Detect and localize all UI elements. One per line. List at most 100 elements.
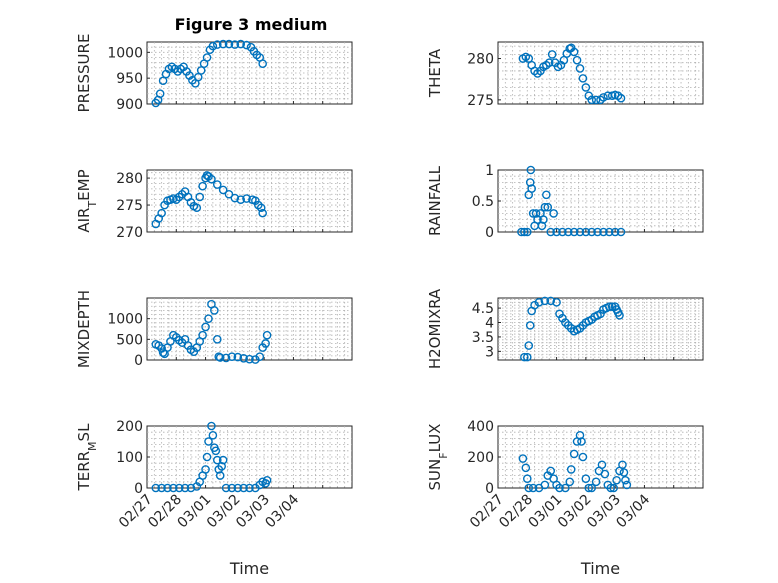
subplot-h2omixra: 33.544.5 H2OMIXRA — [426, 288, 704, 369]
data-point — [597, 460, 607, 470]
ylabel: MIXDEPTH — [75, 290, 93, 368]
data-point — [155, 89, 165, 98]
data-point — [198, 330, 207, 340]
data-point — [218, 39, 228, 49]
data-point — [543, 202, 553, 212]
y-tick-label: 200 — [467, 450, 494, 466]
data-point — [157, 208, 166, 218]
data-point — [572, 55, 582, 65]
data-point — [208, 430, 218, 440]
data-point — [622, 480, 632, 490]
data-point — [546, 296, 556, 306]
data-point — [256, 203, 266, 213]
data-point — [525, 178, 535, 187]
data-point — [581, 83, 591, 92]
data-point — [210, 306, 219, 315]
data-point — [192, 203, 202, 213]
data-point — [549, 209, 558, 218]
series-points — [520, 296, 624, 362]
data-point — [558, 227, 567, 237]
data-point — [239, 354, 248, 363]
ylabel: PRESSURE — [75, 34, 93, 113]
y-tick-label: 4.5 — [472, 301, 494, 317]
data-point — [207, 421, 216, 431]
subplot-mixdepth: 0 500 1000 MIXDEPTH — [75, 290, 353, 369]
data-point — [518, 454, 528, 463]
data-point — [569, 47, 579, 57]
subplot-pressure: 900 950 1000 PRESSURE — [75, 34, 353, 113]
series-points — [517, 165, 626, 237]
y-tick-label: 0 — [485, 225, 494, 241]
data-point — [581, 474, 591, 484]
data-point — [227, 483, 237, 493]
data-point — [528, 483, 538, 493]
data-point — [542, 190, 551, 200]
data-point — [522, 474, 532, 484]
data-point — [537, 221, 547, 231]
data-point — [599, 227, 608, 237]
x-axis-label: Time — [580, 559, 620, 578]
subplot-rainfall: 0 0.5 1 RAINFALL — [426, 163, 704, 241]
data-point — [212, 40, 222, 49]
data-point — [591, 95, 601, 105]
data-point — [212, 180, 222, 189]
data-point — [524, 341, 534, 350]
data-point — [195, 192, 205, 202]
data-point — [621, 475, 630, 485]
data-point — [208, 41, 218, 51]
y-tick-label: 1000 — [107, 45, 143, 61]
data-point — [151, 483, 161, 493]
data-point — [587, 483, 597, 493]
data-point — [540, 296, 550, 306]
data-point — [587, 95, 597, 105]
data-point — [540, 480, 550, 490]
data-point — [522, 227, 532, 237]
y-tick-label: 500 — [116, 332, 143, 348]
ylabel: AIRTEMP — [75, 169, 99, 232]
data-point — [587, 227, 597, 237]
data-point — [524, 483, 534, 493]
data-point — [236, 39, 246, 49]
y-tick-label: 3.5 — [472, 330, 494, 346]
data-point — [584, 483, 594, 493]
data-point — [245, 483, 254, 493]
data-point — [163, 483, 172, 493]
ylabel: TERRMSL — [75, 423, 99, 492]
data-point — [575, 430, 585, 440]
data-point — [599, 93, 608, 102]
data-point — [527, 184, 536, 193]
data-point — [215, 353, 225, 362]
data-point — [604, 302, 614, 311]
data-point — [258, 208, 267, 218]
data-point — [258, 59, 267, 69]
data-point — [546, 466, 556, 476]
data-point — [521, 463, 531, 473]
data-point — [211, 446, 221, 456]
data-point — [224, 189, 234, 199]
data-point — [227, 352, 237, 361]
y-tick-label: 400 — [467, 419, 494, 435]
data-point — [581, 227, 591, 237]
data-point — [616, 227, 626, 237]
data-point — [230, 40, 240, 49]
data-point — [233, 483, 243, 493]
y-tick-label: 200 — [116, 419, 143, 435]
data-point — [261, 339, 270, 348]
data-point — [555, 483, 564, 493]
data-point — [610, 227, 620, 237]
data-point — [526, 165, 536, 175]
y-tick-label: 280 — [116, 171, 143, 187]
data-point — [212, 335, 222, 344]
y-tick-label: 100 — [116, 450, 143, 466]
y-tick-label: 3 — [485, 344, 494, 360]
data-point — [224, 39, 234, 49]
y-tick-label: 0 — [134, 481, 143, 497]
data-point — [157, 483, 166, 493]
data-point — [207, 174, 216, 184]
y-tick-label: 4 — [485, 316, 494, 332]
x-axis-label: Time — [229, 559, 269, 578]
series-points — [151, 299, 272, 364]
series-points — [151, 171, 267, 229]
data-point — [262, 475, 272, 485]
data-point — [204, 314, 213, 323]
